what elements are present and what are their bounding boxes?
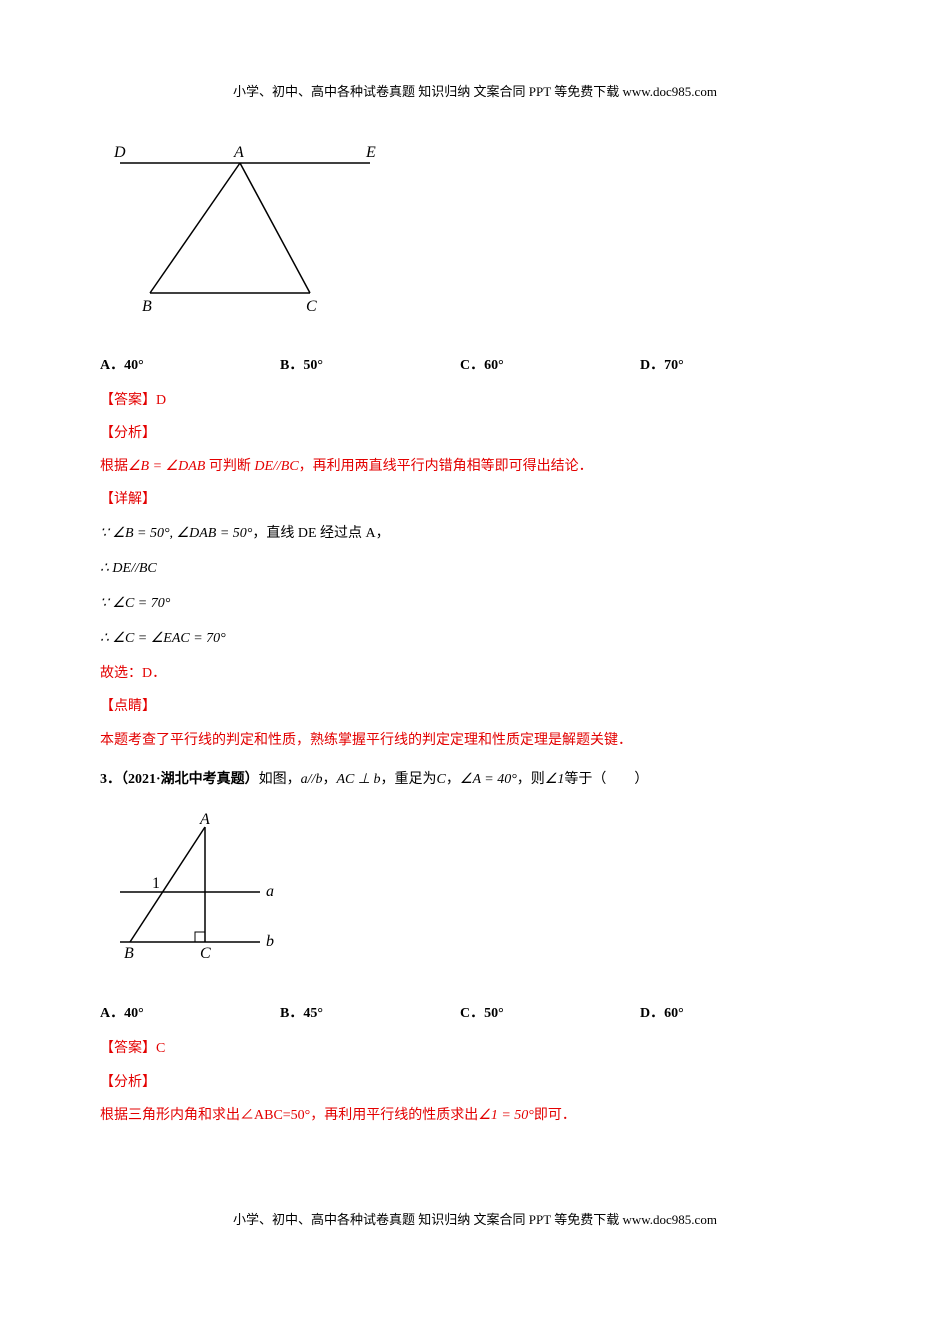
q3-t5: 等于（ ） bbox=[564, 772, 648, 787]
q3-m1: a//b bbox=[301, 772, 323, 787]
label-b: B bbox=[142, 298, 152, 313]
conclusion: 故选：D． bbox=[100, 661, 850, 686]
q2-options: A．40° B．50° C．60° D．70° bbox=[100, 353, 850, 378]
q3-analysis-text: 根据三角形内角和求出∠ABC=50°，再利用平行线的性质求出∠1 = 50°即可… bbox=[100, 1103, 850, 1128]
detail-label: 【详解】 bbox=[100, 487, 850, 512]
step1-math: ∵ ∠B = 50°, ∠DAB = 50° bbox=[100, 526, 252, 541]
q3-t1: ， bbox=[322, 772, 336, 787]
q3-option-c: C．50° bbox=[460, 1001, 640, 1026]
q3-t2: ，重足为 bbox=[381, 772, 437, 787]
analysis-prefix: 根据 bbox=[100, 459, 128, 474]
detail-step2: ∴ DE//BC bbox=[100, 556, 850, 581]
label-d: D bbox=[113, 144, 126, 161]
label-c: C bbox=[306, 298, 317, 313]
q3-header: 3．（2021·湖北中考真题）如图，a//b，AC ⊥ b，重足为C，∠A = … bbox=[100, 767, 850, 792]
analysis-math1: ∠B = ∠DAB bbox=[128, 459, 205, 474]
answer-label: 【答案】D bbox=[100, 388, 850, 413]
dianjing-text: 本题考查了平行线的判定和性质，熟练掌握平行线的判定定理和性质定理是解题关键． bbox=[100, 728, 850, 753]
q3-m4: ∠A = 40° bbox=[460, 772, 517, 787]
option-c: C．60° bbox=[460, 353, 640, 378]
q3-answer-label: 【答案】C bbox=[100, 1036, 850, 1061]
analysis-mid: 可判断 bbox=[205, 459, 254, 474]
q3-option-d: D．60° bbox=[640, 1001, 820, 1026]
q3-num: 3． bbox=[100, 772, 121, 787]
diagram-parallel-lines: A B C 1 a b bbox=[110, 812, 850, 971]
detail-step4: ∴ ∠C = ∠EAC = 70° bbox=[100, 626, 850, 651]
page-footer: 小学、初中、高中各种试卷真题 知识归纳 文案合同 PPT 等免费下载 www.d… bbox=[100, 1208, 850, 1231]
label-a3: A bbox=[199, 812, 210, 828]
label-1: 1 bbox=[152, 875, 160, 892]
label-b3: B bbox=[124, 945, 134, 962]
q3-m5: ∠1 bbox=[545, 772, 565, 787]
q3-analysis-prefix: 根据三角形内角和求出 bbox=[100, 1108, 240, 1123]
analysis-text: 根据∠B = ∠DAB 可判断 DE//BC，再利用两直线平行内错角相等即可得出… bbox=[100, 454, 850, 479]
option-a: A．40° bbox=[100, 353, 280, 378]
q3-t3: ， bbox=[446, 772, 460, 787]
label-c3: C bbox=[200, 945, 211, 962]
triangle-svg: D A E B C bbox=[110, 143, 390, 313]
answer-label-text: 【答案】 bbox=[100, 393, 156, 408]
q3-analysis-mid1: ∠ABC=50°，再利用平行线的性质求出 bbox=[240, 1108, 478, 1123]
analysis-math2: DE//BC bbox=[254, 459, 298, 474]
q3-t4: ，则 bbox=[517, 772, 545, 787]
q3-source: （2021·湖北中考真题） bbox=[121, 772, 259, 787]
label-e: E bbox=[365, 144, 376, 161]
q3-analysis-label: 【分析】 bbox=[100, 1070, 850, 1095]
detail-step3: ∵ ∠C = 70° bbox=[100, 591, 850, 616]
q3-answer-value: C bbox=[156, 1041, 165, 1056]
answer-value: D bbox=[156, 393, 166, 408]
diagram-triangle-de: D A E B C bbox=[110, 143, 850, 322]
label-a: A bbox=[233, 144, 244, 161]
q3-analysis-math: ∠1 = 50° bbox=[478, 1108, 534, 1123]
q3-option-b: B．45° bbox=[280, 1001, 460, 1026]
q3-m2: AC ⊥ b bbox=[336, 772, 380, 787]
detail-step1: ∵ ∠B = 50°, ∠DAB = 50°，直线 DE 经过点 A， bbox=[100, 521, 850, 546]
label-line-a: a bbox=[266, 883, 274, 900]
q3-prefix: 如图， bbox=[259, 772, 301, 787]
label-line-b: b bbox=[266, 933, 274, 950]
analysis-label: 【分析】 bbox=[100, 421, 850, 446]
page-header: 小学、初中、高中各种试卷真题 知识归纳 文案合同 PPT 等免费下载 www.d… bbox=[100, 80, 850, 103]
step1-suffix: ，直线 DE 经过点 A， bbox=[252, 526, 389, 541]
q3-options: A．40° B．45° C．50° D．60° bbox=[100, 1001, 850, 1026]
analysis-suffix: ，再利用两直线平行内错角相等即可得出结论． bbox=[299, 459, 593, 474]
dianjing-label: 【点睛】 bbox=[100, 694, 850, 719]
option-b: B．50° bbox=[280, 353, 460, 378]
q3-analysis-suffix: 即可． bbox=[534, 1108, 576, 1123]
q3-m3: C bbox=[437, 772, 446, 787]
q3-answer-label-text: 【答案】 bbox=[100, 1041, 156, 1056]
option-d: D．70° bbox=[640, 353, 820, 378]
parallel-svg: A B C 1 a b bbox=[110, 812, 290, 962]
q3-option-a: A．40° bbox=[100, 1001, 280, 1026]
